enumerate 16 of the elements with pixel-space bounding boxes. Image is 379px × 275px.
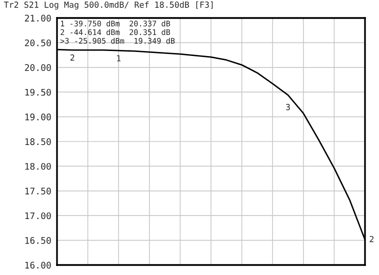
y-tick-label: 19.50 (25, 88, 51, 96)
y-tick-label: 20.50 (24, 39, 51, 46)
y-tick-label: 21.00 (24, 14, 51, 22)
y-tick-label: 16.50 (25, 237, 51, 244)
text: 2 (370, 236, 374, 242)
y-tick-label: 18.50 (25, 138, 51, 146)
y-tick-label: 18.00 (25, 162, 51, 170)
y-tick-label: 16.00 (25, 262, 51, 269)
annotation: 3 (286, 104, 290, 110)
y-tick-label: 17.50 (25, 188, 51, 194)
annotation: 1 (117, 55, 121, 62)
chart-title: Tr2 S21 Log Mag 500.0mdB/ Ref 18.50dB [F3] (4, 1, 213, 10)
annotation: 2 (70, 54, 74, 61)
y-tick-label: 19.00 (25, 114, 51, 120)
y-tick-label: 20.00 (24, 64, 51, 71)
y-tick-label: 17.00 (25, 212, 51, 220)
